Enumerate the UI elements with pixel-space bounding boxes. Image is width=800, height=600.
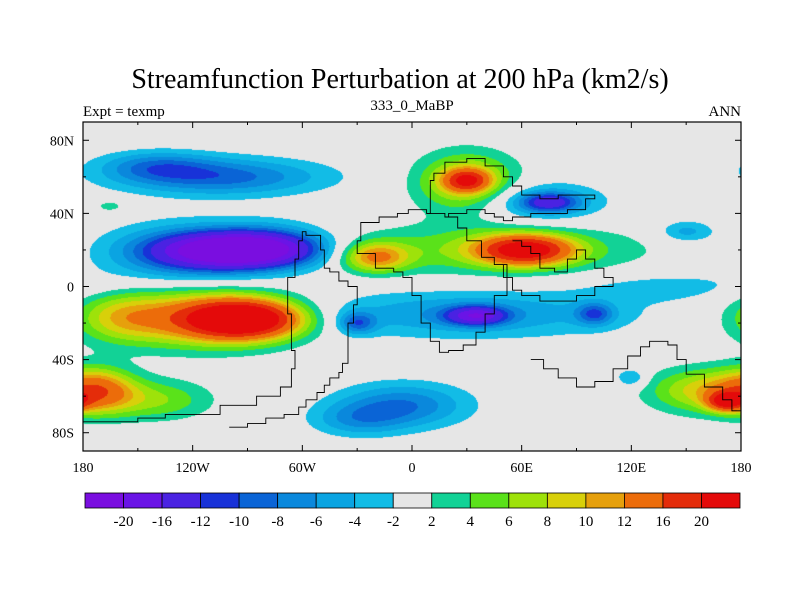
x-tick-label: 0 — [409, 461, 416, 476]
x-tick-label: 180 — [73, 461, 94, 476]
y-tick-label: 80S — [52, 427, 74, 442]
x-tick-label: 60W — [289, 461, 317, 476]
colorbar-label: 6 — [505, 514, 513, 530]
colorbar-swatch — [200, 492, 240, 509]
x-tick-label: 60E — [510, 461, 533, 476]
colorbar-label: -12 — [191, 514, 211, 530]
colorbar-label: 20 — [694, 514, 709, 530]
colorbar-label: 2 — [428, 514, 436, 530]
chart-title: Streamfunction Perturbation at 200 hPa (… — [131, 64, 668, 95]
coastline-4 — [530, 340, 742, 419]
x-tick-label: 120E — [617, 461, 647, 476]
colorbar-label: -16 — [152, 514, 172, 530]
y-tick-label: 40S — [52, 354, 74, 369]
colorbar-swatch — [123, 492, 163, 509]
x-axis: 180 120W 60W 0 60E 120E 180 — [73, 122, 752, 476]
colorbar-swatch — [585, 492, 625, 509]
colorbar-swatch — [701, 492, 741, 509]
land-outlines — [82, 158, 742, 428]
colorbar-swatch — [354, 492, 394, 509]
colorbar: -20 -16 -12 -10 -8 -6 -4 -2 2 4 6 8 10 12 16 20 — [84, 492, 741, 530]
season-label: ANN — [709, 104, 742, 120]
colorbar-swatch — [84, 492, 124, 509]
case-label: 333_0_MaBP — [370, 98, 453, 114]
plot-area — [82, 121, 742, 452]
colorbar-label: 4 — [467, 514, 475, 530]
colorbar-swatch — [238, 492, 279, 509]
x-tick-label: 120W — [176, 461, 211, 476]
coastline-0 — [82, 231, 358, 428]
y-axis: 80N 40N 0 40S 80S — [50, 134, 741, 442]
colorbar-swatch — [469, 492, 510, 509]
y-tick-label: 40N — [50, 207, 74, 222]
colorbar-label: -4 — [348, 514, 361, 530]
colorbar-swatch — [315, 492, 356, 509]
colorbar-label: -10 — [229, 514, 249, 530]
coastline-2 — [426, 158, 596, 222]
colorbar-label: -20 — [114, 514, 134, 530]
colorbar-label: 10 — [578, 514, 593, 530]
colorbar-label: -8 — [271, 514, 284, 530]
colorbar-swatch — [431, 492, 471, 509]
x-tick-label: 180 — [731, 461, 752, 476]
colorbar-label: 8 — [544, 514, 552, 530]
colorbar-label: 12 — [617, 514, 632, 530]
colorbar-swatch — [662, 492, 702, 509]
colorbar-label: -2 — [387, 514, 400, 530]
experiment-label: Expt = texmp — [83, 104, 165, 120]
colorbar-swatch — [161, 492, 201, 509]
colorbar-label: 16 — [655, 514, 671, 530]
colorbar-swatch — [546, 492, 587, 509]
y-tick-label: 80N — [50, 134, 74, 149]
coastline-1 — [356, 209, 508, 353]
coastline-3 — [502, 240, 614, 302]
colorbar-swatch — [392, 492, 433, 509]
colorbar-swatch — [624, 492, 664, 509]
colorbar-label: -6 — [310, 514, 323, 530]
y-tick-label: 0 — [67, 281, 74, 296]
colorbar-swatch — [508, 492, 548, 509]
colorbar-swatch — [277, 492, 317, 509]
